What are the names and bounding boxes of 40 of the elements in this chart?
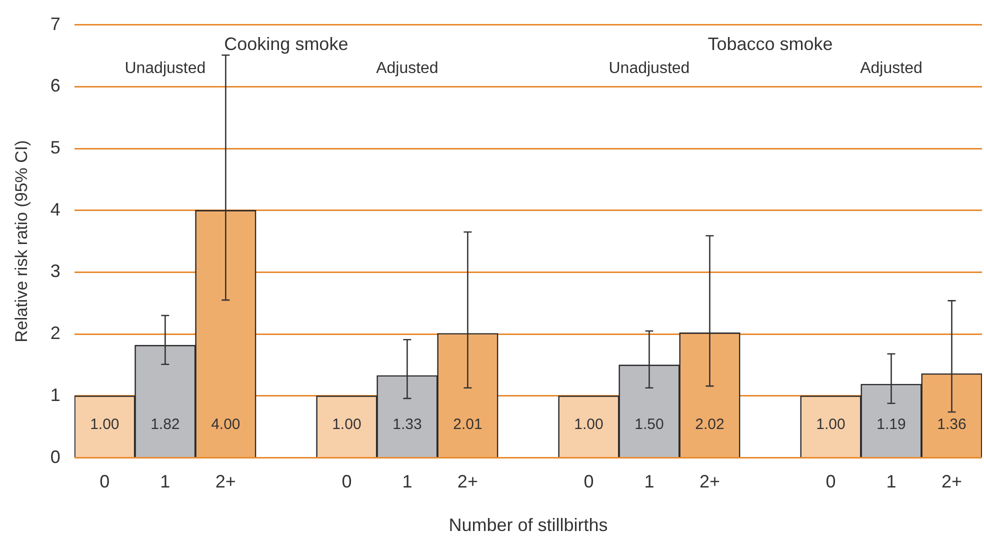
- data-label: 1.82: [150, 416, 180, 434]
- x-tick-label: 0: [826, 472, 836, 492]
- y-axis-title: Relative risk ratio (95% CI): [12, 140, 31, 342]
- data-label: 4.00: [211, 416, 240, 434]
- data-label: 2.02: [695, 416, 724, 434]
- x-tick-label: 1: [644, 472, 654, 492]
- data-label: 1.33: [392, 416, 422, 434]
- x-tick-label: 2+: [941, 472, 962, 492]
- data-label: 1.00: [332, 416, 362, 434]
- x-tick-label: 2+: [457, 472, 478, 492]
- annotation: Unadjusted: [124, 60, 206, 78]
- annotation: Adjusted: [860, 60, 922, 78]
- data-label: 1.19: [876, 416, 906, 434]
- data-label: 1.36: [937, 416, 966, 434]
- x-tick-label: 1: [886, 472, 896, 492]
- x-tick-label: 0: [342, 472, 352, 492]
- y-tick-label: 7: [50, 14, 60, 34]
- y-tick-label: 2: [50, 323, 60, 344]
- y-tick-label: 5: [50, 137, 60, 158]
- x-tick-label: 2+: [699, 472, 720, 492]
- annotation: Unadjusted: [608, 60, 690, 78]
- x-tick-label: 1: [160, 472, 170, 492]
- data-label: 1.00: [574, 416, 604, 434]
- annotation: Cooking smoke: [224, 34, 348, 54]
- annotation: Tobacco smoke: [708, 34, 833, 54]
- y-tick-label: 1: [50, 384, 60, 405]
- y-tick-label: 3: [50, 261, 60, 282]
- x-tick-label: 0: [100, 472, 110, 492]
- y-tick-label: 4: [50, 199, 60, 220]
- y-tick-label: 0: [50, 446, 60, 467]
- data-label: 1.00: [816, 416, 846, 434]
- data-label: 1.50: [634, 416, 664, 434]
- data-label: 1.00: [90, 416, 120, 434]
- x-axis-title: Number of stillbirths: [448, 515, 608, 536]
- annotation: Adjusted: [376, 60, 438, 78]
- data-label: 2.01: [453, 416, 482, 434]
- y-tick-label: 6: [50, 76, 60, 96]
- x-tick-label: 1: [402, 472, 412, 492]
- x-tick-label: 2+: [215, 472, 236, 492]
- x-tick-label: 0: [584, 472, 594, 492]
